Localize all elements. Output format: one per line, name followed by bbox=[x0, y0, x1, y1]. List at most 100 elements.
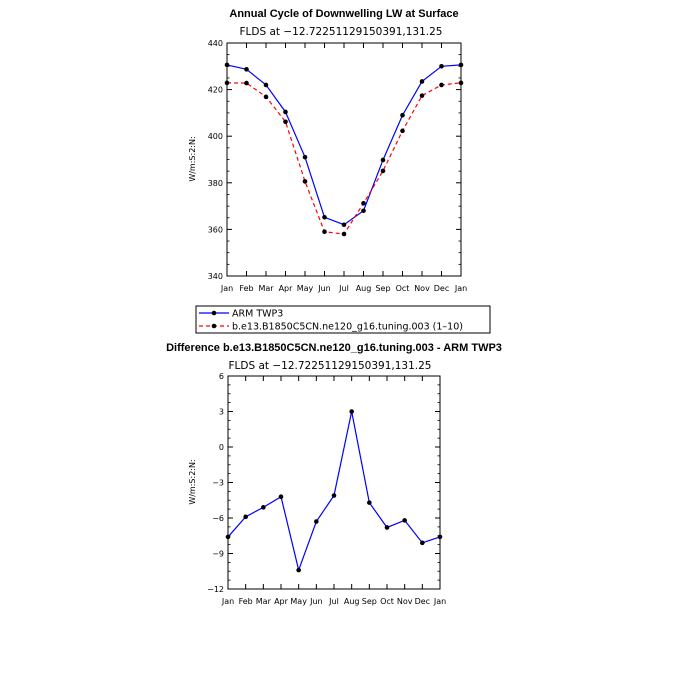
series-line-0-0 bbox=[226, 64, 462, 226]
data-point bbox=[243, 514, 248, 520]
x-tick-label: Feb bbox=[239, 597, 253, 606]
bottom-plot-frame bbox=[227, 375, 441, 590]
data-point bbox=[458, 62, 464, 68]
data-point bbox=[278, 494, 284, 500]
y-tick-label: 3 bbox=[219, 408, 224, 417]
x-tick-label: Oct bbox=[380, 597, 394, 606]
x-tick-label: Oct bbox=[396, 284, 410, 293]
x-tick-label: Apr bbox=[279, 284, 294, 293]
legend-marker-model bbox=[211, 323, 217, 329]
data-point bbox=[322, 229, 327, 235]
x-tick-label: Dec bbox=[415, 597, 430, 606]
diff-chart-title: Difference b.e13.B1850C5CN.ne120_g16.tun… bbox=[166, 342, 502, 354]
chart-title: Annual Cycle of Downwelling LW at Surfac… bbox=[229, 8, 458, 20]
legend-marker-arm bbox=[211, 310, 217, 316]
data-point bbox=[322, 214, 327, 220]
x-tick-label: Jan bbox=[454, 284, 467, 293]
x-tick-label: Aug bbox=[356, 284, 372, 293]
data-point bbox=[380, 157, 386, 163]
y-tick-label: 360 bbox=[208, 225, 223, 234]
x-tick-label: Apr bbox=[274, 597, 289, 606]
y-axis-label: W/m:S:2:N: bbox=[188, 136, 197, 181]
data-point bbox=[314, 519, 319, 524]
data-point bbox=[244, 80, 249, 86]
data-point bbox=[296, 567, 301, 573]
data-point bbox=[244, 67, 249, 72]
data-point bbox=[400, 112, 405, 118]
data-point bbox=[283, 109, 288, 115]
x-tick-label: Jun bbox=[317, 284, 331, 293]
x-tick-label: May bbox=[290, 597, 307, 606]
y-tick-label: 400 bbox=[208, 132, 223, 141]
data-point bbox=[302, 154, 308, 160]
y-tick-label: −12 bbox=[207, 585, 224, 594]
x-tick-label: Jan bbox=[220, 284, 233, 293]
top-plot-frame bbox=[226, 42, 462, 277]
top-y-tick-labels: 440 420 400 380 360 340 bbox=[208, 39, 223, 281]
legend-label-model: b.e13.B1850C5CN.ne120_g16.tuning.003 (1–… bbox=[232, 322, 463, 333]
data-point bbox=[437, 534, 443, 540]
x-tick-label: Sep bbox=[375, 284, 390, 293]
data-point bbox=[361, 201, 366, 206]
bottom-axis-ticks bbox=[227, 375, 441, 590]
data-point bbox=[361, 208, 366, 214]
data-point bbox=[402, 518, 407, 523]
bottom-x-tick-labels: Jan Feb Mar Apr May Jun Jul Aug Sep Oct Nov Dec Jan bbox=[221, 597, 446, 606]
data-point bbox=[439, 64, 444, 69]
x-tick-label: Nov bbox=[414, 284, 430, 293]
bottom-y-tick-labels: 6 3 0 −3 −6 −9 −12 bbox=[207, 372, 224, 594]
x-tick-label: Mar bbox=[258, 284, 274, 293]
data-point bbox=[367, 500, 372, 505]
top-series bbox=[224, 62, 464, 237]
data-point bbox=[458, 80, 464, 86]
data-point bbox=[224, 62, 230, 68]
x-tick-label: Aug bbox=[344, 597, 360, 606]
legend: ARM TWP3 b.e13.B1850C5CN.ne120_g16.tunin… bbox=[195, 305, 491, 334]
data-point bbox=[331, 493, 337, 498]
data-point bbox=[419, 93, 425, 98]
x-tick-label: Jul bbox=[338, 284, 349, 293]
series-line-0-1 bbox=[226, 82, 462, 235]
x-tick-label: May bbox=[297, 284, 314, 293]
data-point bbox=[439, 82, 444, 88]
y-tick-label: 6 bbox=[219, 372, 224, 381]
data-point bbox=[349, 409, 354, 414]
x-tick-label: Sep bbox=[362, 597, 377, 606]
y-tick-label: −3 bbox=[212, 479, 224, 488]
x-tick-label: Nov bbox=[397, 597, 413, 606]
data-point bbox=[263, 82, 269, 88]
data-point bbox=[302, 179, 308, 184]
data-point bbox=[384, 525, 390, 530]
data-point bbox=[224, 80, 230, 86]
data-point bbox=[263, 94, 269, 100]
y-tick-label: 420 bbox=[208, 86, 223, 95]
x-tick-label: Jul bbox=[328, 597, 339, 606]
data-point bbox=[380, 168, 386, 174]
series-line-1-0 bbox=[227, 411, 441, 573]
annual-cycle-chart: Annual Cycle of Downwelling LW at Surfac… bbox=[188, 8, 467, 293]
data-point bbox=[419, 79, 425, 84]
x-tick-label: Dec bbox=[434, 284, 449, 293]
data-point bbox=[283, 119, 288, 125]
x-tick-label: Mar bbox=[256, 597, 272, 606]
data-point bbox=[420, 540, 425, 546]
y-tick-label: 340 bbox=[208, 272, 223, 281]
difference-chart: Difference b.e13.B1850C5CN.ne120_g16.tun… bbox=[166, 342, 502, 606]
x-tick-label: Jan bbox=[221, 597, 234, 606]
data-point bbox=[261, 505, 266, 510]
legend-box bbox=[195, 305, 491, 334]
x-tick-label: Jan bbox=[433, 597, 446, 606]
top-x-tick-labels: Jan Feb Mar Apr May Jun Jul Aug Sep Oct Nov Dec Jan bbox=[220, 284, 467, 293]
data-point bbox=[341, 222, 347, 228]
x-tick-label: Feb bbox=[239, 284, 253, 293]
bottom-series bbox=[225, 409, 443, 573]
y-tick-label: −6 bbox=[212, 514, 224, 523]
diff-y-axis-label: W/m:S:2:N: bbox=[188, 459, 197, 504]
x-tick-label: Jun bbox=[309, 597, 323, 606]
y-tick-label: 0 bbox=[219, 443, 224, 452]
y-tick-label: −9 bbox=[212, 550, 224, 559]
chart-subtitle: FLDS at −12.72251129150391,131.25 bbox=[240, 26, 443, 38]
y-tick-label: 440 bbox=[208, 39, 223, 48]
legend-label-arm: ARM TWP3 bbox=[232, 309, 283, 320]
